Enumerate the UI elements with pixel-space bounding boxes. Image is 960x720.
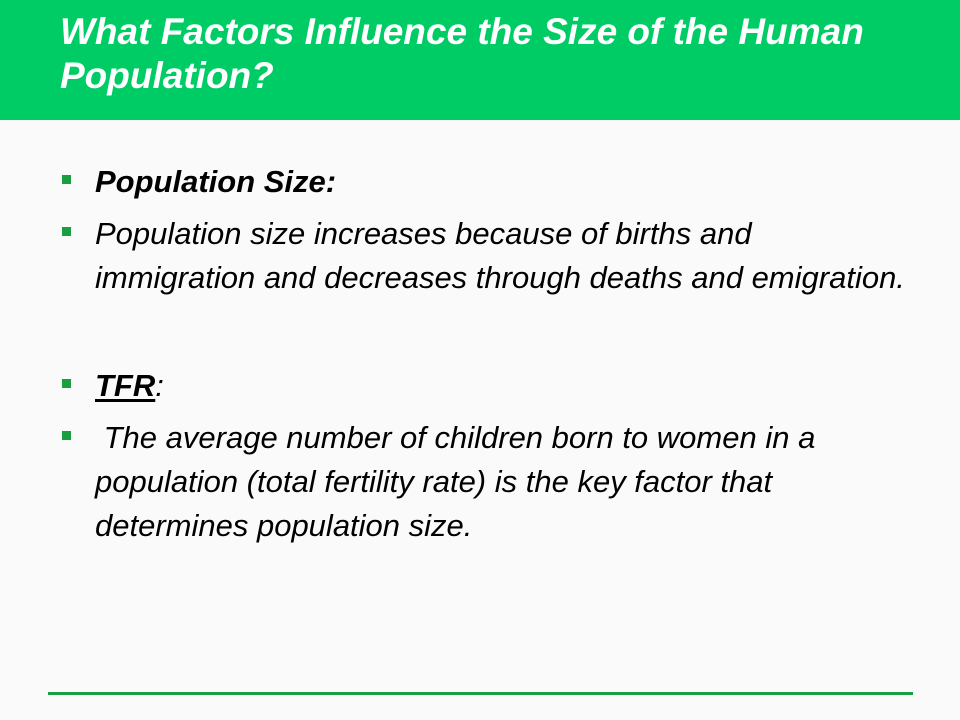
- bullet-heading-population-size: Population Size:: [95, 164, 337, 199]
- title-bar: What Factors Influence the Size of the H…: [0, 0, 960, 120]
- bullet-item: The average number of children born to w…: [60, 416, 910, 548]
- square-bullet-icon: [62, 227, 71, 236]
- bullet-item: TFR:: [60, 364, 910, 408]
- square-bullet-icon: [62, 431, 71, 440]
- slide-title: What Factors Influence the Size of the H…: [60, 11, 864, 96]
- square-bullet-icon: [62, 379, 71, 388]
- bullet-heading-tfr-suffix: :: [155, 368, 164, 403]
- bullet-text-population-size: Population size increases because of bir…: [95, 216, 905, 295]
- footer-divider: [48, 692, 913, 695]
- bullet-heading-tfr: TFR: [95, 368, 156, 403]
- bullet-text-tfr: The average number of children born to w…: [95, 420, 824, 543]
- square-bullet-icon: [62, 175, 71, 184]
- bullet-item: Population Size:: [60, 160, 910, 204]
- bullet-item: Population size increases because of bir…: [60, 212, 910, 300]
- slide-content: Population Size: Population size increas…: [60, 160, 910, 548]
